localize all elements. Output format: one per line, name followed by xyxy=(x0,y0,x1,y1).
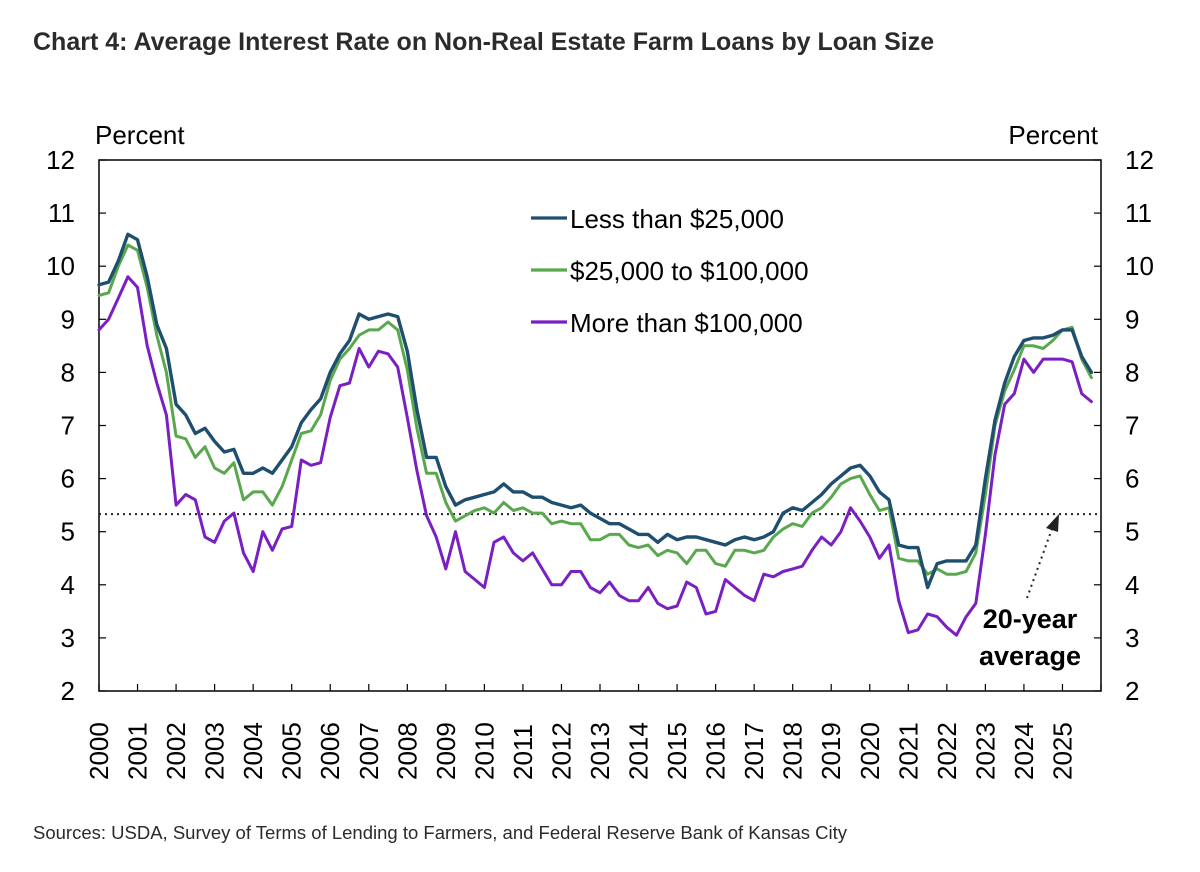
x-tick-label: 2009 xyxy=(431,722,461,780)
y-axis-label-left: Percent xyxy=(95,120,185,150)
y-tick-label-right: 3 xyxy=(1125,623,1139,653)
plot-frame xyxy=(98,159,1102,692)
x-tick-label: 2012 xyxy=(546,722,576,780)
x-tick-label: 2002 xyxy=(161,722,191,780)
x-tick-label: 2016 xyxy=(701,722,731,780)
x-tick-label: 2000 xyxy=(84,722,114,780)
x-tick-label: 2007 xyxy=(354,722,384,780)
x-tick-label: 2024 xyxy=(1009,722,1039,780)
y-tick-label-left: 7 xyxy=(61,411,75,441)
x-tick-label: 2018 xyxy=(778,722,808,780)
y-tick-label-left: 2 xyxy=(61,676,75,706)
legend-item-25k-to-100k-label: $25,000 to $100,000 xyxy=(570,256,809,286)
annotation-arrow-head xyxy=(1046,514,1059,532)
x-tick-label: 2004 xyxy=(238,722,268,780)
y-tick-label-left: 11 xyxy=(48,198,75,228)
y-tick-label-right: 6 xyxy=(1125,464,1139,494)
x-tick-label: 2014 xyxy=(624,722,654,780)
y-tick-label-right: 8 xyxy=(1125,357,1139,387)
axes-group: 2 2 3 3 4 4 5 5 6 6 7 7 8 8 9 9 10 10 11 11 12 12 Percent Perce… xyxy=(46,120,1154,780)
x-tick-label: 2011 xyxy=(508,724,538,780)
x-tick-label: 2005 xyxy=(277,722,307,780)
y-tick-label-right: 9 xyxy=(1125,304,1139,334)
y-tick-label-left: 10 xyxy=(46,251,75,281)
chart-title: Chart 4: Average Interest Rate on Non-Re… xyxy=(33,28,935,56)
y-tick-label-left: 12 xyxy=(46,145,75,175)
y-tick-label-right: 7 xyxy=(1125,411,1139,441)
annotation-label-line: average xyxy=(979,641,1081,671)
x-tick-label: 2020 xyxy=(855,722,885,780)
x-tick-label: 2015 xyxy=(662,722,692,780)
x-tick-label: 2008 xyxy=(392,722,422,780)
x-tick-label: 2013 xyxy=(585,722,615,780)
x-tick-label: 2025 xyxy=(1047,722,1077,780)
annotation-label-line: 20-year xyxy=(983,604,1078,634)
x-tick-label: 2006 xyxy=(315,722,345,780)
y-tick-label-left: 9 xyxy=(61,304,75,334)
series-line-more-than-100k xyxy=(97,275,1093,637)
annotation-group: 20-year average xyxy=(979,514,1081,671)
series-line-less-than-25k xyxy=(97,232,1094,590)
x-tick-label: 2021 xyxy=(893,722,923,780)
x-tick-label: 2022 xyxy=(932,722,962,780)
y-tick-label-left: 6 xyxy=(61,464,75,494)
y-tick-label-left: 4 xyxy=(61,570,75,600)
x-tick-label: 2001 xyxy=(123,722,153,780)
y-tick-label-left: 5 xyxy=(61,517,75,547)
x-tick-label: 2019 xyxy=(816,722,846,780)
legend-item-less-than-25k-label: Less than $25,000 xyxy=(570,204,784,234)
plot-border xyxy=(98,159,1102,692)
y-tick-label-right: 4 xyxy=(1125,570,1139,600)
y-tick-label-left: 8 xyxy=(61,357,75,387)
y-tick-label-left: 3 xyxy=(61,623,75,653)
x-tick-label: 2003 xyxy=(200,722,230,780)
annotation-arrow-shaft xyxy=(1026,525,1054,599)
y-axis-label-right: Percent xyxy=(1008,120,1098,150)
y-tick-label-right: 11 xyxy=(1125,198,1152,228)
y-tick-label-right: 2 xyxy=(1125,676,1139,706)
series-line-25k-to-100k xyxy=(97,243,1093,576)
legend: Less than $25,000 $25,000 to $100,000 More… xyxy=(531,204,809,338)
y-tick-label-right: 5 xyxy=(1125,517,1139,547)
source-note: Sources: USDA, Survey of Terms of Lendin… xyxy=(33,822,848,843)
x-tick-label: 2010 xyxy=(469,722,499,780)
y-tick-label-right: 12 xyxy=(1125,145,1154,175)
series-group xyxy=(97,232,1094,637)
legend-item-more-than-100k-label: More than $100,000 xyxy=(570,308,803,338)
y-tick-label-right: 10 xyxy=(1125,251,1154,281)
x-tick-label: 2017 xyxy=(739,722,769,780)
x-tick-label: 2023 xyxy=(970,722,1000,780)
